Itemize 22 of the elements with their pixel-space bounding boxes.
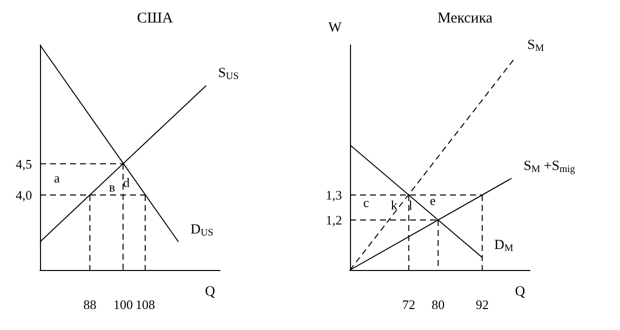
x-tick-label: 72 (402, 297, 416, 312)
x-axis-title: Q (204, 284, 216, 300)
y-tick-label: 1,2 (326, 212, 342, 228)
annotation: e (430, 192, 436, 208)
annotation: d (123, 174, 130, 190)
y-tick-label: 4,0 (16, 188, 32, 202)
annotation: k (390, 198, 398, 212)
x-tick-label: 92 (476, 297, 489, 312)
x-axis-title: Q (514, 284, 526, 300)
y-tick-label: 1,3 (326, 188, 342, 202)
x-tick-label: 100 (113, 297, 133, 312)
x-tick-label: 80 (432, 297, 445, 312)
annotation: в (108, 179, 116, 194)
annotation: c (363, 195, 370, 210)
chart-title: Мексика (437, 10, 493, 26)
y-axis-title: W (328, 20, 342, 36)
x-tick-label: 108 (135, 297, 155, 312)
annotation: a (54, 170, 60, 186)
annotation: l (408, 198, 413, 212)
x-tick-label: 88 (83, 297, 96, 312)
chart-title: США (137, 10, 174, 26)
y-tick-label: 4,5 (16, 156, 32, 172)
